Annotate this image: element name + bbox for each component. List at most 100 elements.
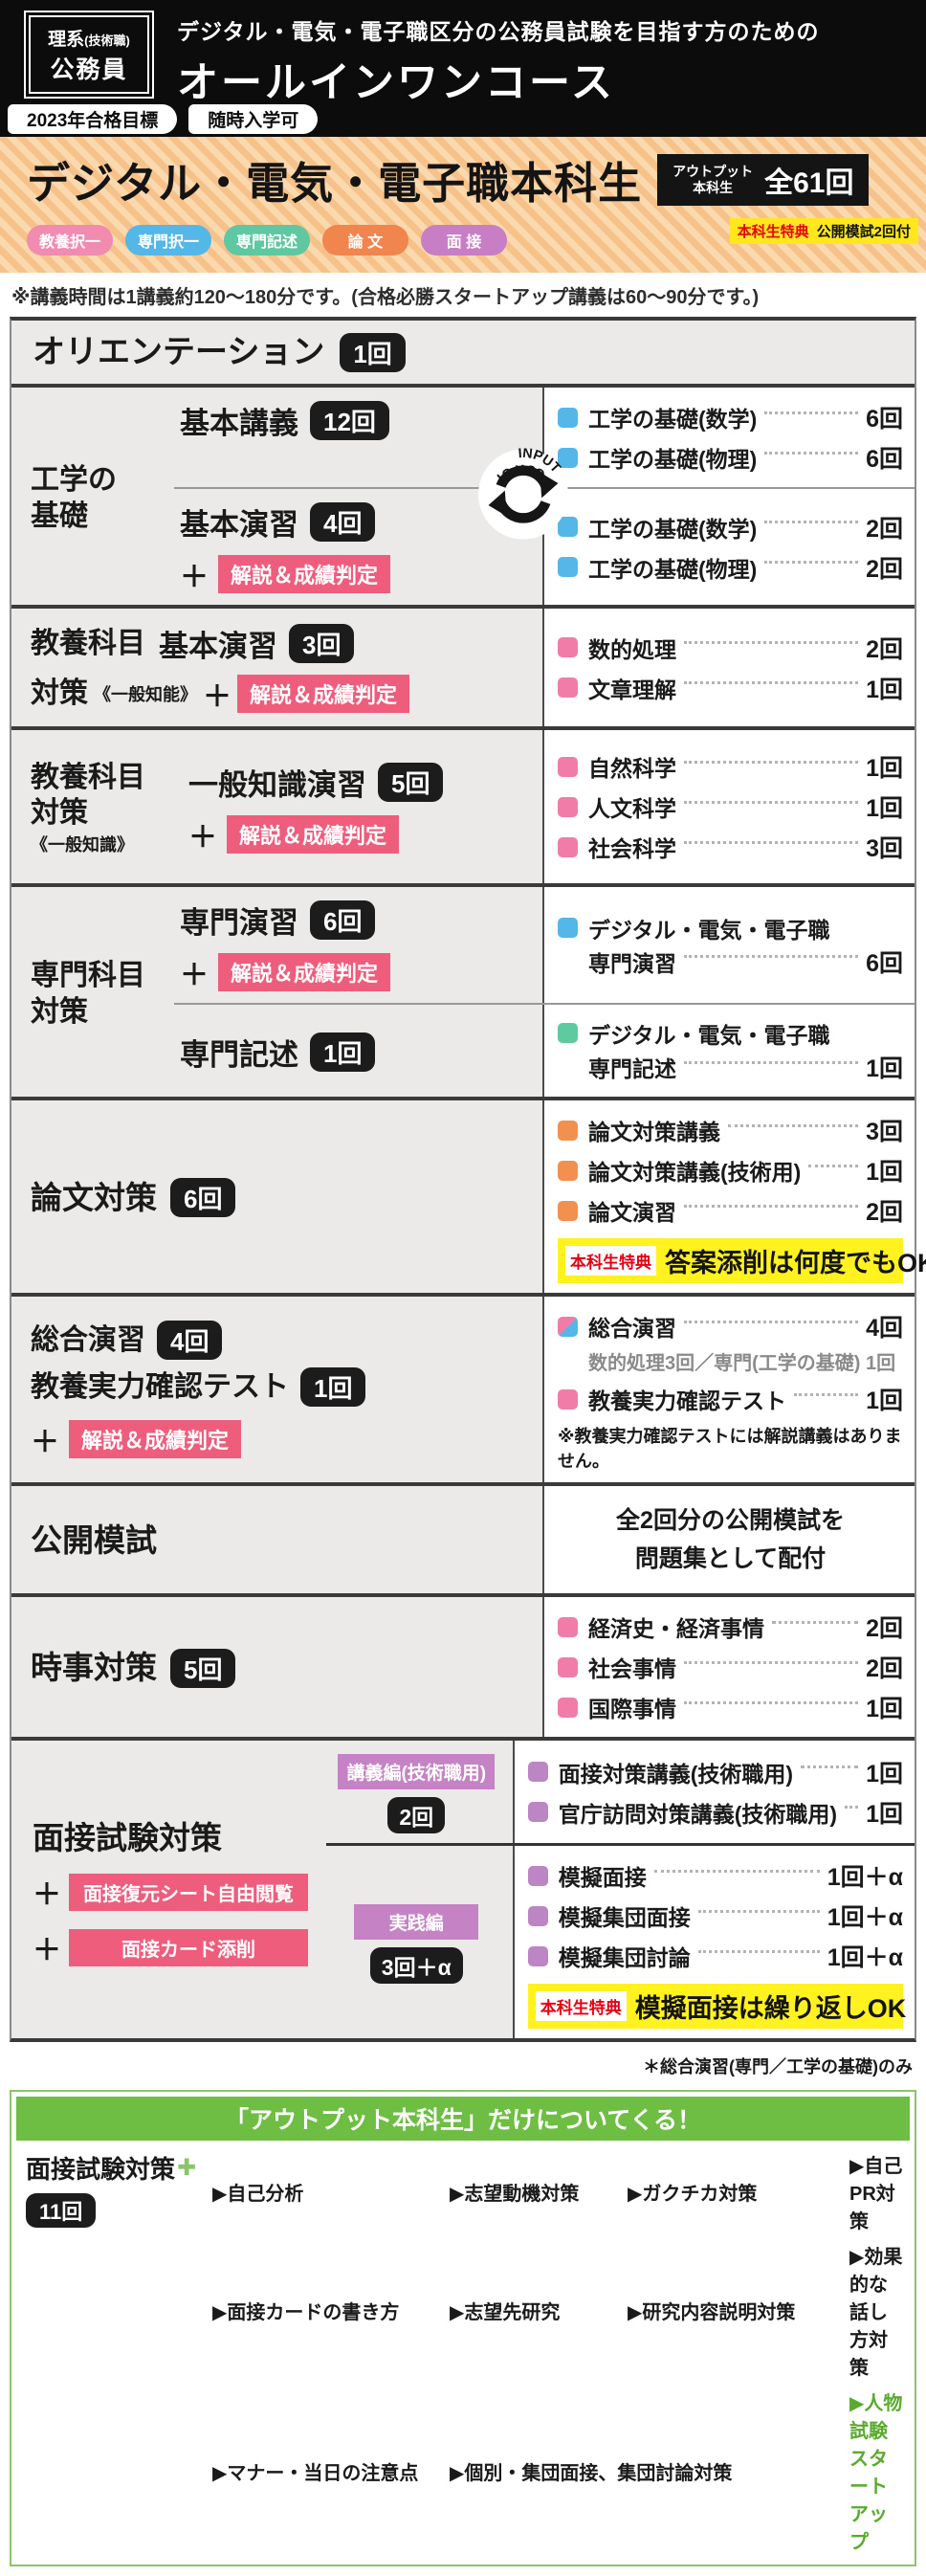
- list-item: 社会事情 2回: [558, 1647, 903, 1687]
- section-jiji: 時事対策 5回 経済史・経済事情 2回 社会事情 2回 国際事情 1回: [11, 1593, 915, 1737]
- list-item: 社会科学 3回: [558, 827, 903, 867]
- subject-tags: 教養択一 専門択一 専門記述 論 文 面 接: [27, 225, 926, 255]
- orange-square-icon: [558, 1200, 578, 1221]
- moshi-text-line2: 問題集として配付: [634, 1545, 827, 1572]
- list-item: 工学の基礎(物理) 6回: [558, 437, 903, 477]
- orange-square-icon: [558, 1120, 578, 1141]
- orientation-label: オリエンテーション: [33, 333, 325, 370]
- tokuten-label: 本科生特典: [737, 221, 809, 241]
- dotted-leader: [808, 1164, 859, 1167]
- list-item: 経済史・経済事情 2回: [558, 1607, 903, 1647]
- section-label2-small: 《一般知能》: [94, 685, 197, 704]
- tokuten-label: 本科生特典: [535, 1991, 627, 2021]
- course-count-badge: 6回: [310, 900, 376, 940]
- benefit-item: ▶個別・集団面接、集団討論対策: [450, 2462, 733, 2484]
- benefit-item: ▶志望動機対策: [450, 2184, 580, 2205]
- purple-square-icon: [527, 1945, 548, 1966]
- course-count-badge: 12回: [310, 401, 389, 440]
- course-name: 基本講義: [180, 407, 298, 440]
- list-item: 人文科学 1回: [558, 787, 903, 827]
- benefit-item: ▶自己分析: [212, 2184, 304, 2205]
- blue-square-icon: [558, 557, 578, 577]
- pink-blue-split-square-icon: [558, 1316, 578, 1337]
- bonus-text: 模擬面接は繰り返しOK: [634, 1994, 907, 2023]
- tokuten-text: 公開模試2回付: [816, 224, 911, 240]
- list-item: 自然科学 1回: [558, 746, 903, 787]
- mensetsu-fukugen-badge: 面接復元シート自由閲覧: [69, 1873, 308, 1911]
- section-mensetsu: 面接試験対策 ＋ 面接復元シート自由閲覧 ＋ 面接カード添削 講義編(技術職用)…: [11, 1737, 915, 2038]
- rikei-koumuin-badge: 理系(技術職) 公務員: [24, 11, 154, 99]
- row-senmon-kijutsu: 専門記述 1回 デジタル・電気・電子職 専門記述 1回: [174, 1003, 915, 1097]
- row-senmon-enshu: 専門演習 6回 ＋ 解説＆成績判定 デジタル・電気・電子職: [174, 887, 915, 1003]
- dotted-leader: [684, 1320, 859, 1323]
- tag-kyoyo-takuitsu: 教養択一: [27, 225, 113, 255]
- section-kyoyo-chishiki: 教養科目 対策 《一般知識》 一般知識演習 5回 ＋ 解説＆成績判定 自然科学: [11, 726, 915, 883]
- footer-left-label: 面接試験対策: [26, 2155, 176, 2184]
- kaisetsu-badge: 解説＆成績判定: [218, 555, 391, 593]
- list-item: 数的処理 2回: [558, 628, 903, 668]
- course-count-badge: 3回: [289, 624, 355, 663]
- list-item: 模擬集団討論 1回＋α: [527, 1936, 903, 1976]
- purple-square-icon: [527, 1865, 548, 1886]
- dotted-leader: [653, 1869, 820, 1873]
- pink-square-icon: [558, 637, 578, 657]
- section-count-badge: 6回: [170, 1178, 236, 1217]
- section-label: 教養科目: [31, 627, 145, 659]
- pink-square-icon: [558, 836, 578, 857]
- list-item: 論文対策講義(技術用) 1回: [558, 1150, 903, 1190]
- blue-square-icon: [558, 447, 578, 468]
- plus-sign: ＋: [31, 1427, 59, 1458]
- kaisetsu-badge: 解説＆成績判定: [69, 1420, 242, 1458]
- list-item: 官庁訪問対策講義(技術職用) 1回: [527, 1792, 903, 1832]
- dotted-leader: [684, 641, 859, 644]
- list-item: 総合演習 4回: [558, 1306, 903, 1346]
- total-lectures-count: 全61回: [764, 167, 854, 199]
- kogihen-badge: 講義編(技術職用): [338, 1754, 496, 1789]
- pink-square-icon: [558, 756, 578, 777]
- list-item: 模擬集団面接 1回＋α: [527, 1896, 903, 1936]
- mock-exam-bonus-badge: 本科生特典 公開模試2回付: [729, 218, 918, 244]
- dotted-leader: [772, 1620, 859, 1624]
- kogihen-count-badge: 2回: [387, 1797, 446, 1833]
- pink-square-icon: [558, 1656, 578, 1677]
- dotted-leader: [684, 760, 859, 764]
- pink-square-icon: [558, 1388, 578, 1410]
- course-count-badge: 5回: [378, 762, 444, 802]
- green-square-icon: [558, 1023, 578, 1043]
- badge-honkasei-label: 本科生: [693, 179, 734, 195]
- section-label2: 対策: [31, 797, 88, 829]
- header: 理系(技術職) 公務員 デジタル・電気・電子職区分の公務員試験を目指す方のための…: [0, 0, 926, 137]
- dotted-leader: [764, 521, 859, 523]
- tag-senmon-kijutsu: 専門記述: [224, 225, 310, 255]
- pink-square-icon: [558, 677, 578, 698]
- total-count-badge: アウトプット 本科生 全61回: [657, 153, 870, 206]
- blue-square-icon: [558, 517, 578, 537]
- entry-anytime-pill: 随時入学可: [188, 104, 319, 134]
- list-item: 教養実力確認テスト 1回: [558, 1379, 903, 1419]
- section-count-badge: 5回: [170, 1648, 236, 1688]
- benefit-item: ▶研究内容説明対策: [628, 2302, 796, 2323]
- dotted-leader: [801, 1765, 859, 1768]
- dotted-leader: [697, 1949, 820, 1953]
- section-count-badge2: 1回: [300, 1367, 366, 1407]
- dotted-leader: [684, 1060, 859, 1064]
- dotted-leader: [684, 681, 859, 684]
- badge-output-label: アウトプット: [672, 163, 754, 179]
- purple-square-icon: [527, 1802, 548, 1822]
- jissenhen-count-badge: 3回＋α: [369, 1947, 463, 1984]
- mensetsu-card-badge: 面接カード添削: [69, 1928, 308, 1966]
- list-item: 模擬面接 1回＋α: [527, 1855, 903, 1896]
- dotted-leader: [845, 1806, 859, 1809]
- purple-square-icon: [527, 1762, 548, 1782]
- row-basic-exercise: 基本演習 4回 ＋ 解説＆成績判定 工学の基礎(数学) 2回 工学の基礎(物理) 2…: [174, 487, 915, 605]
- course-name: 一般知識演習: [188, 767, 366, 802]
- row-jissenhen: 実践編 3回＋α 模擬面接 1回＋α 模擬集団面接 1回＋α 模擬集団討論 1回＋α …: [325, 1843, 915, 2038]
- section-label: 工学の: [31, 464, 117, 496]
- section-orientation: オリエンテーション 1回: [11, 321, 915, 384]
- bonus-bar: 本科生特典 答案添削は何度でもOK: [558, 1238, 926, 1283]
- dotted-leader: [764, 561, 859, 564]
- dotted-leader: [684, 800, 859, 804]
- output-honkasei-footer: 「アウトプット本科生」だけについてくる！ 面接試験対策 ✚ 11回 ▶自己分析 …: [10, 2090, 916, 2566]
- list-item: 工学の基礎(数学) 2回: [558, 507, 903, 547]
- plus-sign: ＋: [33, 1935, 61, 1967]
